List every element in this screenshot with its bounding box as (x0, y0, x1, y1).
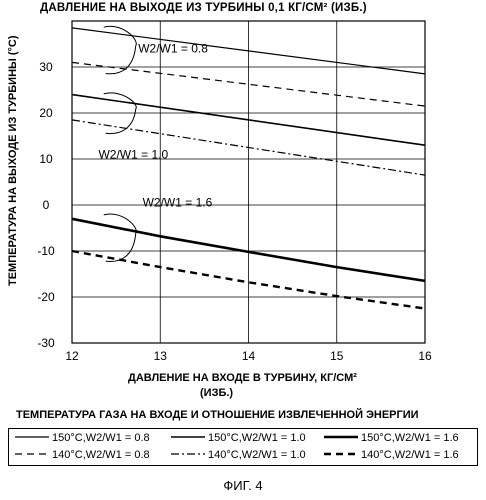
brace-arc-1 (103, 92, 137, 135)
series-line-4 (71, 119, 426, 176)
legend-label-1: 150°C,W2/W1 = 1.0 (208, 432, 306, 444)
y-tick-label-0: -30 (37, 336, 55, 350)
series-line-0 (71, 27, 426, 75)
plot-frame (71, 20, 426, 344)
series-line-2 (71, 217, 426, 283)
legend-label-0: 150°C,W2/W1 = 0.8 (52, 432, 150, 444)
legend: 150°C,W2/W1 = 0.8 150°C,W2/W1 = 1.0 150°C,… (8, 428, 478, 466)
annotation-label-2: W2/W1 = 1.6 (143, 196, 213, 210)
annotation-label-1: W2/W1 = 1.0 (98, 147, 168, 161)
legend-svg: 150°C,W2/W1 = 0.8 150°C,W2/W1 = 1.0 150°C,… (15, 432, 459, 461)
x-axis-label: ДАВЛЕНИЕ НА ВХОДЕ В ТУРБИНУ, КГ/СМ² (128, 372, 357, 384)
y-tick-label-1: -20 (37, 290, 55, 304)
brace-arc-0 (103, 25, 137, 75)
chart-svg: 12 13 14 15 16 -30 -20 -10 0 10 20 30 W2/W1 = 0.8 W2/… (37, 20, 432, 363)
x-tick-label-3: 15 (330, 349, 344, 363)
legend-label-4: 140°C,W2/W1 = 1.0 (208, 449, 306, 461)
legend-title: ТЕМПЕРАТУРА ГАЗА НА ВХОДЕ И ОТНОШЕНИЕ ИЗ… (16, 409, 419, 421)
y-tick-label-2: -10 (37, 244, 55, 258)
y-tick-label-3: 0 (43, 198, 50, 212)
x-tick-label-1: 13 (154, 349, 168, 363)
y-tick-label-4: 10 (39, 152, 53, 166)
x-tick-label-4: 16 (418, 349, 432, 363)
annotation-label-0: W2/W1 = 0.8 (138, 42, 208, 56)
brace-arc-2 (103, 213, 137, 262)
y-tick-label-5: 20 (39, 106, 53, 120)
y-tick-label-6: 30 (39, 60, 53, 74)
legend-label-2: 150°C,W2/W1 = 1.6 (361, 432, 459, 444)
x-axis-label-unit: (ИЗБ.) (200, 387, 234, 399)
chart-title: ДАВЛЕНИЕ НА ВЫХОДЕ ИЗ ТУРБИНЫ 0,1 КГ/СМ²… (40, 2, 367, 14)
series-line-1 (71, 93, 426, 146)
x-tick-label-0: 12 (65, 349, 79, 363)
x-tick-label-2: 14 (242, 349, 256, 363)
figure-caption: ФИГ. 4 (223, 478, 263, 493)
legend-label-5: 140°C,W2/W1 = 1.6 (361, 449, 459, 461)
legend-label-3: 140°C,W2/W1 = 0.8 (52, 449, 150, 461)
